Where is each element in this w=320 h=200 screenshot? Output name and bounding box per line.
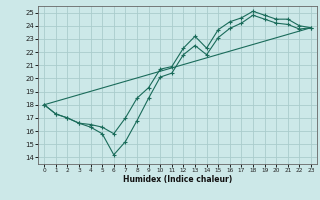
X-axis label: Humidex (Indice chaleur): Humidex (Indice chaleur)	[123, 175, 232, 184]
